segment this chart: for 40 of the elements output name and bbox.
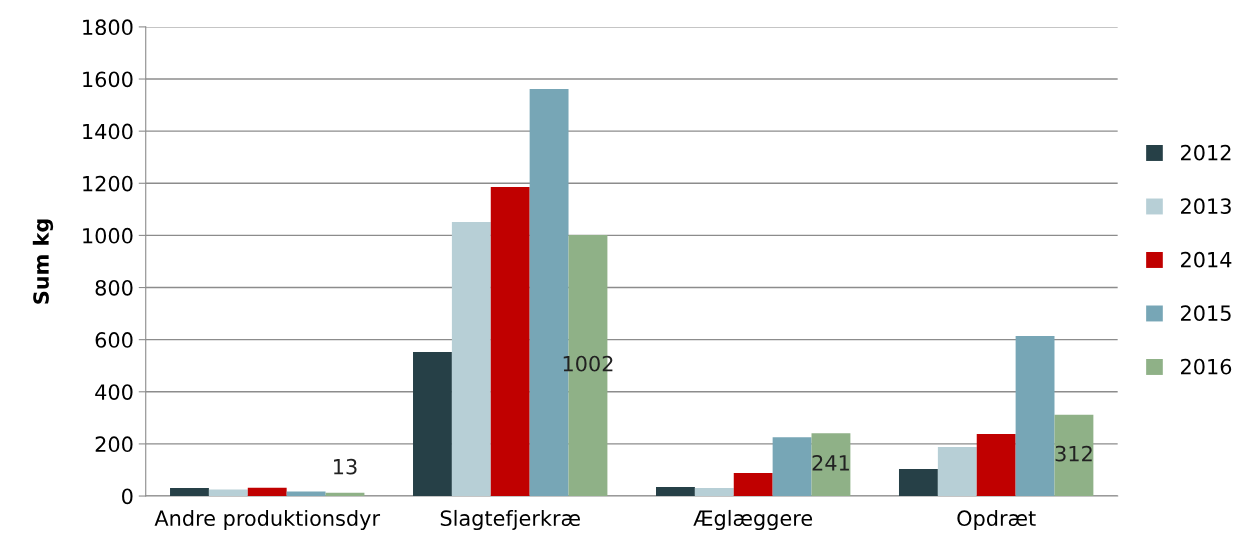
bar <box>1054 414 1094 497</box>
bar <box>772 437 812 497</box>
legend-label: 2013 <box>1181 198 1231 215</box>
y-tick-label: 1400 <box>83 123 133 140</box>
y-tick-label: 600 <box>95 332 133 348</box>
bar <box>1015 336 1055 497</box>
y-tick-label: 1800 <box>83 19 133 36</box>
y-tick-label: 0 <box>122 488 133 505</box>
legend-label: 2012 <box>1181 144 1231 161</box>
bar <box>247 487 287 497</box>
y-tick-label: 400 <box>95 384 133 400</box>
data-label: 241 <box>812 454 849 471</box>
y-axis-title: Sum kg <box>32 219 54 304</box>
x-tick-label: Andre produktionsdyr <box>154 509 381 531</box>
bar <box>694 487 734 497</box>
y-tick-label: 1600 <box>83 71 133 88</box>
bar <box>286 491 326 497</box>
y-tick-label: 1000 <box>83 227 133 244</box>
bar <box>976 434 1016 497</box>
legend-label: 2016 <box>1181 358 1232 375</box>
x-tick-label: Æglæggere <box>693 509 813 531</box>
bar <box>170 487 209 497</box>
bar <box>451 222 491 497</box>
bar <box>733 473 773 497</box>
y-tick-label: 200 <box>95 436 133 453</box>
bar <box>208 489 248 497</box>
x-tick-label: Opdræt <box>957 509 1036 531</box>
y-tick-label: 800 <box>95 279 133 296</box>
bar <box>937 447 977 497</box>
bar <box>811 433 851 497</box>
bar <box>898 468 938 497</box>
data-label: 312 <box>1055 445 1092 462</box>
bar <box>656 486 695 497</box>
x-tick-label: Slagtefjerkræ <box>440 509 580 531</box>
y-tick-label: 1200 <box>83 175 133 192</box>
bar <box>490 186 530 497</box>
data-label: 13 <box>334 458 357 475</box>
bar <box>413 351 452 497</box>
legend-label: 2015 <box>1181 305 1231 322</box>
legend-label: 2014 <box>1181 251 1232 268</box>
